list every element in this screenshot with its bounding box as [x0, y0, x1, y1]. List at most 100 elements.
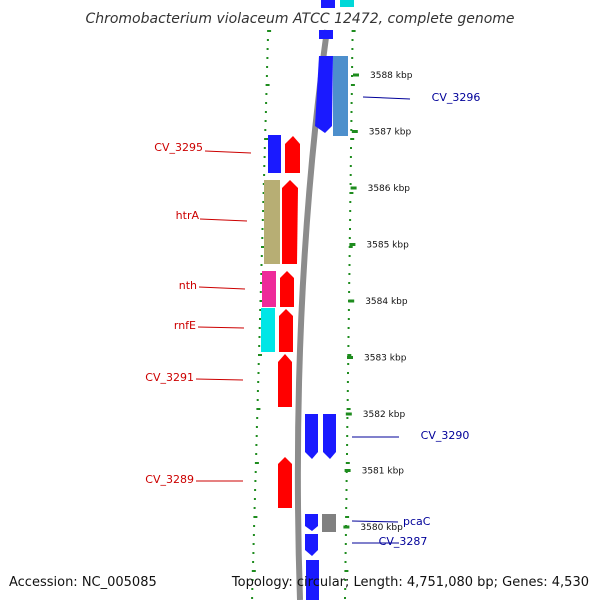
- ring-dot: [260, 273, 263, 275]
- ring-dot: [351, 75, 353, 77]
- gene-label-cv3287[interactable]: CV_3287: [379, 535, 428, 548]
- ring-dot: [266, 48, 269, 50]
- gene-cv3295b[interactable]: [285, 136, 300, 173]
- ring-dot: [346, 426, 349, 428]
- gene-nth[interactable]: [262, 271, 276, 307]
- ring-dot: [347, 309, 350, 311]
- ring-dot: [252, 552, 255, 554]
- gene-htrA[interactable]: [264, 180, 280, 264]
- ring-dot: [256, 408, 261, 410]
- kbp-tick-label: 3588 kbp: [370, 71, 413, 81]
- ring-dot: [344, 588, 347, 590]
- ring-dot: [347, 354, 352, 356]
- gene-label-cv3296[interactable]: CV_3296: [432, 91, 481, 104]
- gene-cv3287[interactable]: [305, 534, 318, 556]
- kbp-tick-mark: [350, 186, 357, 190]
- ring-dot: [264, 129, 267, 131]
- kbp-tick-mark: [343, 525, 350, 529]
- kbp-tick-label: 3580 kbp: [360, 523, 403, 533]
- ring-dot: [346, 417, 349, 419]
- label-leader-line: [362, 96, 411, 100]
- gene-pcaC-grey[interactable]: [322, 514, 336, 532]
- gene-htrAb[interactable]: [282, 180, 298, 264]
- ring-dot: [347, 327, 350, 329]
- ring-dot: [350, 93, 353, 95]
- gene-cv3296b[interactable]: [333, 56, 348, 136]
- gene-cv3290[interactable]: [305, 414, 318, 459]
- ring-dot: [262, 210, 265, 212]
- gene-label-rnfE[interactable]: rnfE: [174, 319, 196, 332]
- ring-dot: [345, 462, 350, 464]
- gene-top-cyan[interactable]: [340, 0, 354, 7]
- gene-label-cv3295[interactable]: CV_3295: [154, 141, 203, 154]
- ring-dot: [252, 561, 255, 563]
- ring-dot: [349, 183, 352, 185]
- gene-label-htrA[interactable]: htrA: [176, 209, 200, 222]
- gene-label-cv3291[interactable]: CV_3291: [145, 371, 194, 384]
- gene-pcaC[interactable]: [305, 514, 318, 531]
- ring-dot: [266, 39, 269, 41]
- ring-dot: [255, 435, 258, 437]
- gene-cv3295[interactable]: [268, 135, 281, 173]
- ring-dot: [348, 246, 353, 248]
- ring-dot: [351, 30, 356, 32]
- gene-pre-cv3296[interactable]: [319, 30, 333, 39]
- reverse-strand-genes: [305, 0, 354, 600]
- label-leader-line: [204, 150, 252, 154]
- gene-labels: CV_3296 CV_3295 htrA nth rnfE CV_3291 CV_3290 C…: [145, 91, 480, 548]
- ring-dot: [344, 534, 347, 536]
- genome-summary-text: Topology: circular; Length: 4,751,080 bp…: [231, 575, 589, 590]
- ring-dot: [349, 210, 352, 212]
- ring-dot: [263, 165, 266, 167]
- ring-dot: [346, 381, 349, 383]
- ring-dot: [350, 111, 353, 113]
- ring-dot: [347, 318, 350, 320]
- ring-dot: [350, 147, 352, 149]
- ring-dot: [259, 300, 264, 302]
- ring-dot: [257, 363, 260, 365]
- ring-dot: [349, 192, 354, 194]
- gene-rnfE[interactable]: [261, 308, 275, 352]
- gene-label-cv3289[interactable]: CV_3289: [145, 473, 194, 486]
- ring-dot: [258, 336, 261, 338]
- gene-label-nth[interactable]: nth: [179, 279, 197, 292]
- gene-cv3296[interactable]: [315, 56, 333, 133]
- ring-dot: [264, 120, 267, 122]
- gene-label-cv3290[interactable]: CV_3290: [421, 429, 470, 442]
- ring-dot: [265, 75, 268, 77]
- ring-dot: [251, 597, 254, 599]
- ring-dot: [349, 219, 352, 221]
- ring-dot: [264, 111, 267, 113]
- ring-dot: [348, 282, 351, 284]
- gene-cv3291[interactable]: [278, 354, 292, 407]
- kbp-tick-mark: [345, 412, 352, 416]
- kbp-tick-label: 3587 kbp: [369, 128, 412, 138]
- ring-dot: [263, 156, 266, 158]
- gene-label-pcaC[interactable]: pcaC: [403, 515, 431, 528]
- label-leader-line: [199, 218, 248, 222]
- ring-dot: [349, 228, 351, 230]
- ring-dot: [253, 498, 256, 500]
- gene-cv3289[interactable]: [278, 457, 292, 508]
- gene-top-blue[interactable]: [321, 0, 335, 8]
- ring-dot: [259, 318, 261, 320]
- ring-dot: [346, 444, 349, 446]
- gene-bottom-blue[interactable]: [306, 560, 319, 600]
- kbp-ticks: 3588 kbp 3587 kbp 3586 kbp 3585 kbp 3584 kbp…: [343, 71, 413, 533]
- ring-dot: [351, 39, 354, 41]
- ring-dot: [254, 471, 257, 473]
- gene-cv3290b[interactable]: [323, 414, 336, 459]
- ring-dot: [351, 66, 354, 68]
- ring-dot: [346, 399, 349, 401]
- label-leader-line: [195, 378, 244, 381]
- kbp-tick-label: 3582 kbp: [363, 410, 406, 420]
- ring-dot: [258, 327, 261, 329]
- ring-dot: [263, 174, 266, 176]
- ring-dot: [347, 345, 350, 347]
- kbp-tick-mark: [349, 243, 356, 246]
- gene-rnfEb[interactable]: [279, 309, 293, 352]
- ring-dot: [350, 84, 355, 86]
- gene-nthb[interactable]: [280, 271, 294, 307]
- ring-dot: [258, 354, 262, 356]
- ring-dot: [254, 489, 257, 491]
